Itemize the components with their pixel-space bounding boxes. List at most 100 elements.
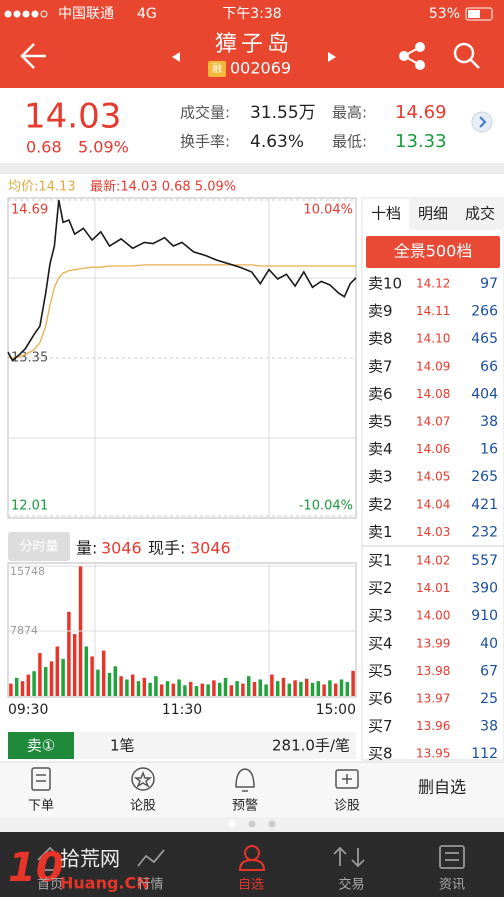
action-label[interactable]: 诊股	[334, 799, 360, 814]
tab[interactable]: 十档	[371, 205, 401, 223]
dot	[248, 820, 256, 828]
action-label[interactable]: 论股	[130, 799, 156, 814]
next[interactable]	[328, 52, 336, 62]
volume-bar	[67, 611, 71, 696]
book-price: 14.01	[416, 581, 450, 595]
book-label: 买6	[368, 690, 393, 708]
volume-bar	[304, 678, 309, 696]
book-volume: 557	[471, 553, 498, 569]
book-volume: 232	[471, 524, 498, 540]
book-label: 卖4	[368, 440, 393, 458]
volume-bar	[328, 680, 332, 696]
price-line	[7, 199, 357, 362]
book-volume: 16	[480, 442, 498, 458]
book-price: 14.08	[416, 387, 450, 401]
book-volume: 97	[480, 276, 498, 292]
order-panel	[361, 197, 504, 761]
book-volume: 390	[471, 581, 498, 597]
volume-bar	[281, 677, 286, 696]
volume-bar	[223, 677, 228, 696]
tab-label[interactable]: 交易	[338, 877, 364, 893]
action-icons	[31, 767, 359, 792]
more-arrow	[479, 116, 487, 128]
value: 14.69	[395, 102, 447, 123]
volume-bar	[339, 679, 344, 696]
badge-bg	[208, 61, 226, 77]
book-volume: 404	[471, 386, 498, 402]
action-label[interactable]: 预警	[232, 798, 258, 814]
value: 13.33	[395, 131, 447, 152]
volume-bar	[200, 683, 205, 696]
value: 4.63%	[250, 132, 304, 152]
book-price: 14.03	[416, 525, 450, 539]
tab-label[interactable]: 首页	[37, 878, 63, 893]
book-volume: 38	[480, 719, 498, 735]
volume-bar	[154, 676, 158, 696]
tab-label[interactable]: 行情	[137, 878, 163, 893]
time: 下午3:38	[222, 6, 281, 22]
volume-bar	[119, 676, 123, 696]
volume-bar	[194, 686, 199, 696]
tab-label[interactable]: 资讯	[439, 878, 465, 893]
volume-bar	[177, 679, 181, 696]
book-price: 14.09	[416, 359, 450, 373]
value: 3046	[101, 539, 142, 558]
book-price: 14.02	[416, 554, 450, 568]
book-label: 买1	[368, 552, 393, 570]
volume-bar	[287, 683, 292, 696]
book-volume: 465	[471, 331, 498, 347]
book-price: 14.12	[416, 277, 450, 291]
book-label: 卖1	[368, 523, 393, 541]
volume-bar	[252, 681, 257, 696]
volume-bar	[246, 676, 251, 696]
book-label: 卖3	[368, 468, 393, 486]
book-price: 14.10	[416, 332, 450, 346]
volume-bar	[258, 679, 263, 696]
book-volume: 910	[471, 608, 498, 624]
book-volume: 40	[480, 636, 498, 652]
depth-button[interactable]	[366, 236, 500, 268]
volume-bar	[293, 680, 297, 696]
volume-bar	[188, 681, 193, 696]
volume-bar	[316, 681, 321, 696]
toggle[interactable]	[8, 532, 70, 561]
volume-bar	[310, 682, 315, 696]
volume-bar	[96, 669, 100, 696]
change: 0.68	[26, 138, 62, 157]
badge: 融	[212, 63, 222, 75]
book-volume: 265	[471, 469, 498, 485]
label: 最高:	[332, 104, 367, 122]
tab-label[interactable]: 自选	[238, 878, 264, 893]
stock-name: 獐子岛	[215, 32, 293, 57]
search[interactable]	[453, 42, 480, 69]
volume-bar	[26, 674, 31, 696]
volume-bar	[299, 681, 303, 696]
price-line	[7, 264, 356, 359]
tab-icons	[37, 845, 465, 871]
volume-bar	[61, 658, 65, 696]
trade-avg: 281.0手/笔	[272, 737, 350, 755]
prev[interactable]	[172, 52, 180, 62]
volume-bar	[212, 680, 216, 696]
volume-bar	[90, 656, 94, 696]
tab[interactable]: 明细	[418, 205, 448, 223]
tab-icon-active	[238, 845, 266, 871]
action-label[interactable]: 删自选	[418, 778, 466, 797]
x-tick-label: 15:00	[316, 702, 356, 718]
volume-bar	[333, 683, 338, 696]
avg-info: 均价:14.13	[8, 180, 76, 195]
share[interactable]	[399, 42, 425, 70]
more[interactable]	[471, 111, 493, 133]
back[interactable]	[20, 43, 46, 69]
book-label: 卖7	[368, 357, 393, 375]
battery-icon	[465, 7, 493, 21]
x-tick-label: 09:30	[8, 702, 48, 718]
volume-bar	[217, 682, 222, 696]
stock-code: 002069	[230, 59, 291, 78]
tab[interactable]: 成交	[465, 205, 495, 223]
book-price: 13.96	[416, 719, 450, 733]
y-tick-label: 12.01	[11, 499, 48, 514]
volume-bar	[9, 683, 13, 696]
action-label[interactable]: 下单	[28, 799, 54, 814]
